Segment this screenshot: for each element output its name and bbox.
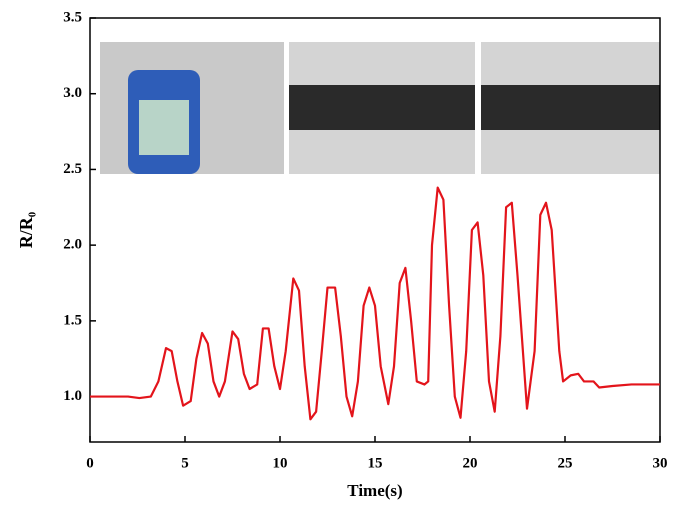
x-tick-label: 30 bbox=[653, 455, 668, 471]
y-tick-label: 1.0 bbox=[63, 388, 82, 404]
photo-meter-screen bbox=[139, 100, 189, 155]
x-tick-label: 25 bbox=[558, 455, 573, 471]
y-axis-label: R/R₀ bbox=[16, 212, 36, 248]
y-tick-label: 3.5 bbox=[63, 9, 82, 25]
y-tick-label: 2.0 bbox=[63, 237, 82, 253]
photo-ruler bbox=[289, 85, 475, 130]
x-tick-label: 0 bbox=[86, 455, 94, 471]
inset-photos bbox=[100, 42, 660, 174]
x-tick-label: 20 bbox=[463, 455, 478, 471]
y-tick-label: 2.5 bbox=[63, 161, 82, 177]
y-tick-label: 3.0 bbox=[63, 85, 82, 101]
y-tick-label: 1.5 bbox=[63, 312, 82, 328]
x-axis-label: Time(s) bbox=[347, 481, 402, 500]
photo-ruler bbox=[481, 85, 660, 130]
data-line bbox=[90, 186, 660, 421]
x-tick-label: 5 bbox=[181, 455, 189, 471]
x-tick-label: 10 bbox=[273, 455, 288, 471]
x-tick-label: 15 bbox=[368, 455, 383, 471]
